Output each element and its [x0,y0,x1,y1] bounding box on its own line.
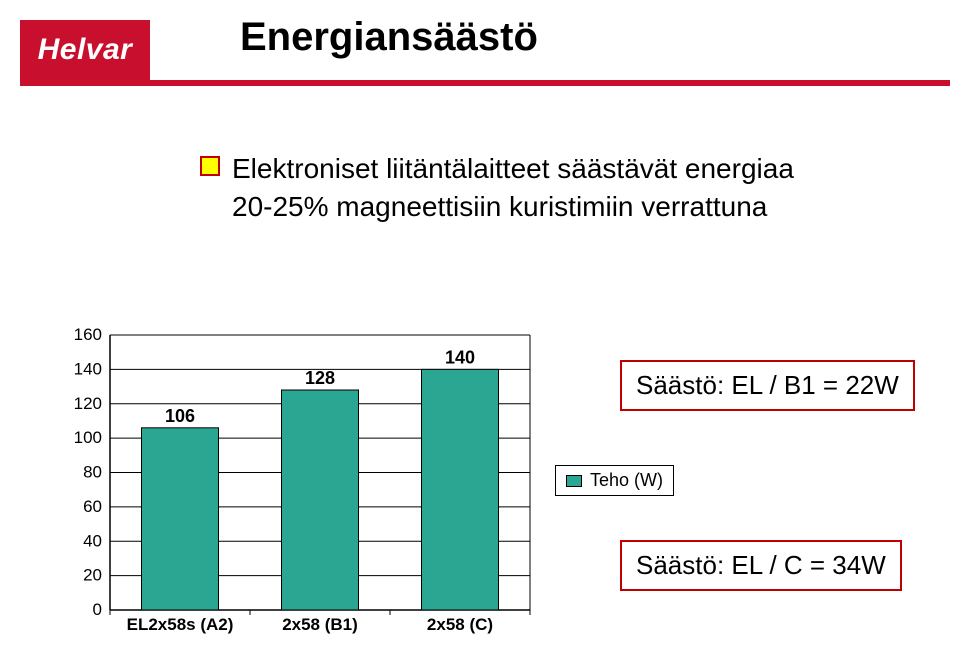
bar-chart-svg: 0 20 40 60 80 100 120 140 160 106 EL2x58s (A2) 128 2… [60,310,540,640]
y-tick-label: 160 [74,325,102,344]
brand-name: Helvar [38,33,133,67]
chart-legend: Teho (W) [555,465,674,496]
page-title: Energiansäästö [240,15,538,60]
x-tick-label: 2x58 (B1) [282,615,358,634]
header-rule [20,80,950,86]
bullet-item: Elektroniset liitäntälaitteet säästävät … [200,150,840,226]
header: Helvar Energiansäästö [0,0,960,100]
y-tick-label: 20 [83,566,102,585]
bar-chart: 0 20 40 60 80 100 120 140 160 106 EL2x58s (A2) 128 2… [60,310,540,640]
y-tick-label: 0 [93,600,102,619]
y-tick-label: 40 [83,531,102,550]
bullet-marker-icon [200,156,220,176]
bar [422,369,499,610]
y-tick-label: 100 [74,428,102,447]
bar [142,428,219,610]
brand-logo: Helvar [20,20,150,80]
callout-1: Säästö: EL / B1 = 22W [620,360,915,411]
bar-value-label: 128 [305,368,335,388]
y-tick-label: 60 [83,497,102,516]
legend-swatch-icon [566,475,582,487]
bar-value-label: 140 [445,347,475,367]
y-tick-label: 140 [74,359,102,378]
legend-label: Teho (W) [590,470,663,491]
bullet-text: Elektroniset liitäntälaitteet säästävät … [232,150,840,226]
x-tick-label: EL2x58s (A2) [127,615,234,634]
y-tick-label: 80 [83,463,102,482]
y-tick-label: 120 [74,394,102,413]
x-tick-label: 2x58 (C) [427,615,493,634]
bar [282,390,359,610]
bar-value-label: 106 [165,406,195,426]
callout-2: Säästö: EL / C = 34W [620,540,902,591]
slide: Helvar Energiansäästö Elektroniset liitä… [0,0,960,672]
